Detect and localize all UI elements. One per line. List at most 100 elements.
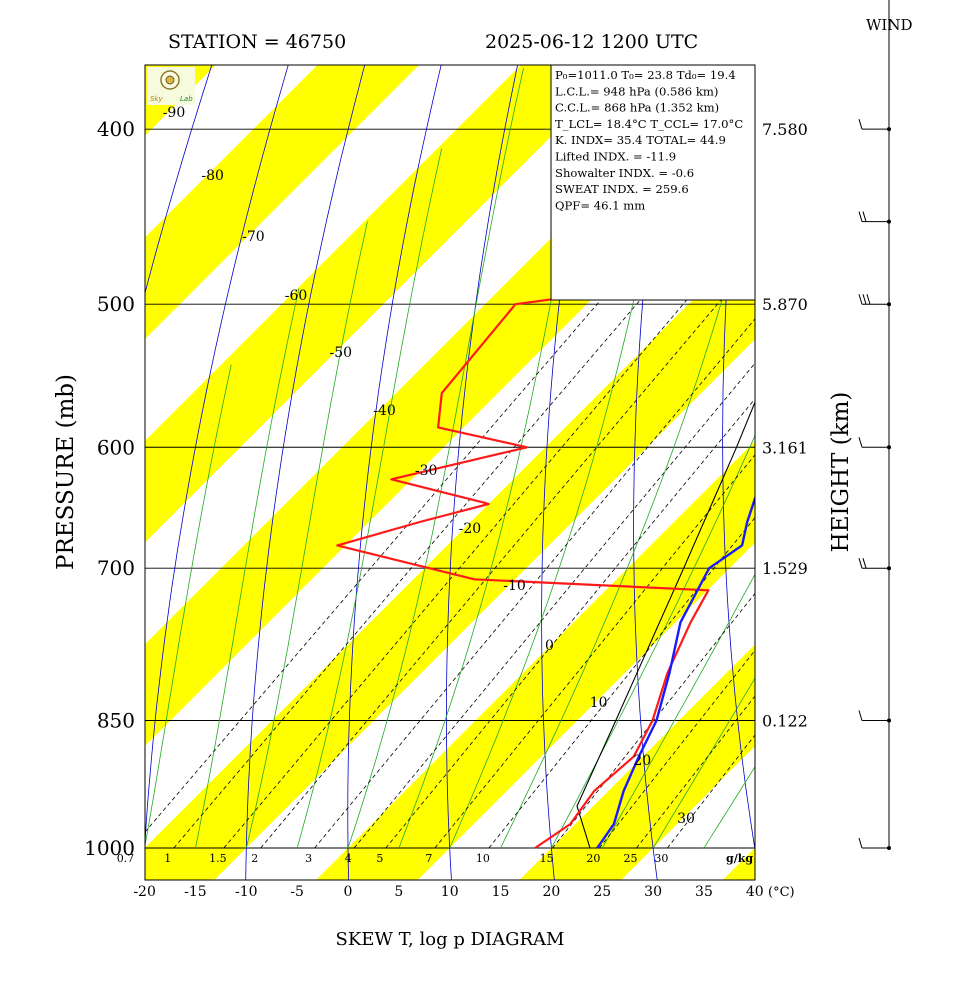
wind-barb-flag — [862, 294, 867, 305]
mixing-ratio-label: 5 — [376, 852, 383, 865]
index-line: K. INDX= 35.4 TOTAL= 44.9 — [555, 133, 726, 147]
pressure-label: 1000 — [84, 836, 135, 860]
moist-adiabat — [195, 288, 300, 849]
x-tick-label: 20 — [542, 884, 560, 900]
svg-text:Lab: Lab — [180, 95, 193, 103]
dry-adiabat — [541, 65, 595, 880]
height-label: 0.122 — [762, 712, 808, 731]
isotherm-label: 0 — [545, 638, 554, 654]
x-tick-label: 40 — [746, 884, 764, 900]
x-unit-label: (°C) — [768, 885, 795, 900]
isotherm-label: 20 — [633, 753, 651, 769]
moist-adiabat — [652, 677, 755, 849]
pressure-label: 850 — [97, 709, 135, 733]
isotherm-label: 10 — [590, 695, 608, 711]
isotherm-band — [906, 45, 960, 900]
mixing-ratio-label: 20 — [586, 852, 600, 865]
index-line: Showalter INDX. = -0.6 — [555, 166, 694, 180]
moist-adiabat — [500, 175, 755, 849]
dry-adiabat — [893, 0, 960, 886]
mixing-ratio-line — [353, 362, 755, 849]
svg-text:Sky: Sky — [150, 95, 163, 103]
index-text-group: P₀=1011.0 T₀= 23.8 Td₀= 19.4 L.C.L.= 948 … — [555, 68, 743, 212]
index-line: C.C.L.= 868 hPa (1.352 km) — [555, 101, 719, 115]
isotherm-label: -80 — [201, 168, 224, 184]
moist-adiabat — [347, 67, 524, 849]
mixing-ratio-label: 10 — [476, 852, 490, 865]
mixing-ratio-line — [488, 516, 755, 849]
moist-adiabat — [296, 148, 443, 849]
chart-title: SKEW T, log p DIAGRAM — [336, 929, 565, 950]
index-line: Lifted INDX. = -11.9 — [555, 150, 676, 164]
height-label: 5.870 — [762, 295, 808, 314]
wind-barb-flag — [858, 294, 863, 305]
sounding-layer — [336, 262, 755, 849]
mixing-ratio-line — [260, 259, 755, 849]
wind-barb-flag — [858, 437, 863, 448]
mixing-ratio-line — [434, 454, 755, 849]
moist-adiabat — [601, 573, 755, 849]
mixing-ratio-label: 25 — [624, 852, 638, 865]
index-line: QPF= 46.1 mm — [555, 198, 645, 212]
mixing-ratio-line — [314, 318, 755, 849]
isotherm-band — [316, 441, 755, 880]
x-tick-label: 0 — [344, 884, 353, 900]
wind-barb-flag — [858, 211, 863, 222]
mixing-ratio-label: 15 — [540, 852, 554, 865]
isotherm-band — [145, 237, 755, 880]
height-label: 3.161 — [762, 438, 808, 457]
isotherm-label: -40 — [373, 403, 396, 419]
isotherm-label: -60 — [285, 288, 308, 304]
dry-adiabat — [245, 65, 366, 880]
dry-adiabat — [633, 65, 671, 880]
isotherm-label: -50 — [330, 345, 353, 361]
dry-adiabat — [446, 65, 518, 880]
dry-adiabat — [722, 65, 755, 852]
hatch-band-layer — [0, 45, 960, 900]
wind-barb-flag — [858, 558, 863, 569]
mixing-ratio-line — [552, 592, 755, 849]
index-box — [550, 64, 756, 301]
parcel-path — [576, 400, 755, 849]
wind-barb-flag — [858, 837, 863, 849]
label-layer: 10016.6715014.2520012.4625010.973009.700… — [84, 105, 808, 900]
pressure-label: 700 — [97, 556, 135, 580]
isotherm-band — [722, 847, 755, 880]
mixing-ratio-line — [599, 649, 755, 849]
moist-adiabat — [145, 364, 232, 849]
y-axis-title-right: HEIGHT (km) — [828, 392, 854, 553]
isotherm-label: -90 — [163, 105, 186, 121]
plot-frame — [144, 64, 756, 881]
x-tick-label: -10 — [235, 884, 258, 900]
x-tick-label: 5 — [394, 884, 403, 900]
x-tick-label: 15 — [492, 884, 510, 900]
isotherm-band — [145, 65, 623, 543]
wind-barb-flag — [858, 710, 863, 721]
height-label: 7.580 — [762, 120, 808, 139]
index-line: T_LCL= 18.4°C T_CCL= 17.0°C — [555, 117, 743, 131]
x-tick-label: -5 — [290, 884, 304, 900]
logo: Sky Lab — [147, 67, 195, 105]
index-line: SWEAT INDX. = 259.6 — [555, 182, 689, 196]
wind-profile — [858, 0, 891, 850]
pressure-label: 400 — [97, 117, 135, 141]
wind-barb-flag — [862, 211, 867, 222]
dry-adiabat — [347, 65, 442, 880]
dewpoint-line — [336, 262, 755, 849]
temperature-line — [596, 494, 755, 849]
pressure-label: 600 — [97, 435, 135, 459]
x-tick-label: 10 — [441, 884, 459, 900]
isotherm-band — [0, 45, 32, 900]
mixing-ratio-label: 30 — [654, 852, 668, 865]
isotherm-label: 30 — [677, 811, 695, 827]
pressure-label: 500 — [97, 292, 135, 316]
x-tick-label: -15 — [184, 884, 207, 900]
isotherm-label: -10 — [503, 578, 526, 594]
station-label: STATION = 46750 — [168, 31, 346, 53]
mixing-ratio-label: 1.5 — [209, 852, 227, 865]
isotherm-band — [145, 65, 420, 340]
mixing-ratio-line — [667, 734, 755, 849]
isotherm-label: -70 — [242, 229, 265, 245]
datetime-label: 2025-06-12 1200 UTC — [485, 31, 698, 53]
x-tick-label: -20 — [133, 884, 156, 900]
